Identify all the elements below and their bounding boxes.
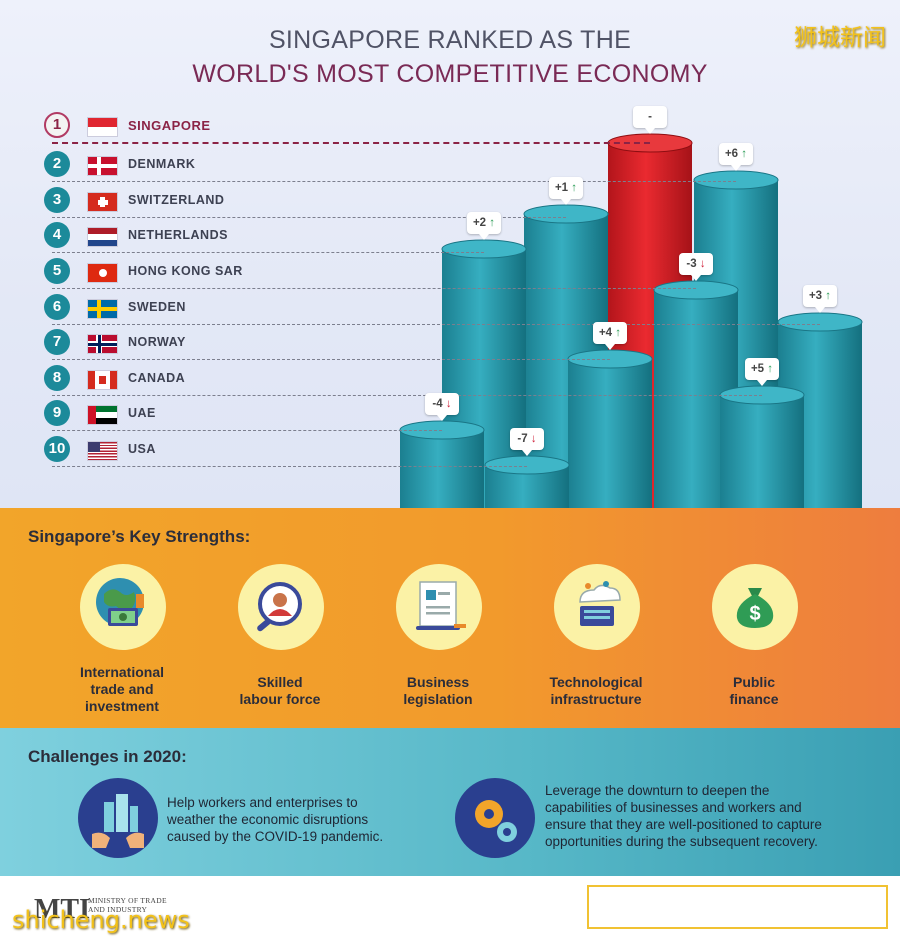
svg-text:$: $ bbox=[749, 603, 760, 625]
arrow-down-icon: ↓ bbox=[442, 398, 452, 410]
country-name: NETHERLANDS bbox=[128, 228, 228, 242]
leader-line bbox=[52, 288, 696, 289]
site-watermark: shicheng.news bbox=[12, 906, 190, 934]
pillar-rank-9 bbox=[399, 420, 485, 508]
pillar-rank-10 bbox=[484, 455, 570, 508]
country-name: USA bbox=[128, 442, 156, 456]
ranking-pillars bbox=[399, 133, 863, 508]
change-badge: -4 ↓ bbox=[425, 393, 459, 421]
arrow-up-icon: ↑ bbox=[612, 327, 622, 339]
strength-label: Skilled labour force bbox=[239, 674, 321, 707]
money-bag-icon: $ bbox=[712, 564, 798, 650]
rank-number: 10 bbox=[44, 436, 70, 462]
strength-label: Business legislation bbox=[403, 674, 473, 707]
change-badge: - bbox=[633, 106, 667, 134]
key-strengths-section: Singapore’s Key Strengths: International… bbox=[0, 508, 900, 728]
leader-line bbox=[52, 395, 762, 396]
rank-number: 1 bbox=[44, 112, 70, 138]
change-badge: -3 ↓ bbox=[679, 253, 713, 281]
cloud-server-icon bbox=[554, 564, 640, 650]
arrow-up-icon: ↑ bbox=[764, 363, 774, 375]
country-name: DENMARK bbox=[128, 157, 196, 171]
strength-label: Public finance bbox=[729, 674, 779, 707]
arrow-up-icon: ↑ bbox=[822, 290, 832, 302]
arrow-down-icon: ↓ bbox=[696, 258, 706, 270]
strength-label: Technological infrastructure bbox=[549, 674, 643, 707]
mti-logo: MTI bbox=[34, 894, 90, 925]
challenge-text: Help workers and enterprises to weather t… bbox=[167, 795, 384, 844]
leader-line bbox=[52, 359, 610, 360]
change-badge: +1 ↑ bbox=[549, 177, 583, 205]
rank-number: 9 bbox=[44, 400, 70, 426]
arrow-up-icon: ↑ bbox=[738, 148, 748, 160]
leader-line bbox=[52, 430, 442, 431]
rank-number: 3 bbox=[44, 187, 70, 213]
rank-number: 7 bbox=[44, 329, 70, 355]
highlight-box bbox=[587, 885, 888, 929]
rank-number: 2 bbox=[44, 151, 70, 177]
leader-line bbox=[52, 142, 650, 144]
footer: MTI MINISTRY OF TRADE AND INDUSTRY shiche… bbox=[0, 876, 900, 940]
flag-icon bbox=[87, 192, 118, 212]
change-badge: -7 ↓ bbox=[510, 428, 544, 456]
globe-trade-icon bbox=[80, 564, 166, 650]
rank-number: 4 bbox=[44, 222, 70, 248]
flag-icon bbox=[87, 117, 118, 137]
leader-line bbox=[52, 324, 820, 325]
worker-magnifier-icon bbox=[238, 564, 324, 650]
title-line-2: WORLD'S MOST COMPETITIVE ECONOMY bbox=[192, 60, 708, 88]
flag-icon bbox=[87, 334, 118, 354]
country-name: NORWAY bbox=[128, 335, 186, 349]
leader-line bbox=[52, 252, 484, 253]
title-line-1: SINGAPORE RANKED AS THE bbox=[268, 26, 632, 54]
leader-line bbox=[52, 466, 527, 467]
challenge-text: Leverage the downturn to deepen the capab… bbox=[545, 783, 822, 849]
flag-icon bbox=[87, 441, 118, 461]
document-pen-icon bbox=[396, 564, 482, 650]
flag-icon bbox=[87, 370, 118, 390]
change-badge: +6 ↑ bbox=[719, 143, 753, 171]
pillar-rank-7 bbox=[567, 349, 653, 508]
flag-icon bbox=[87, 227, 118, 247]
pillar-rank-8 bbox=[719, 385, 805, 508]
leader-line bbox=[52, 181, 736, 182]
change-badge: +3 ↑ bbox=[803, 285, 837, 313]
ranking-section: SINGAPORE RANKED AS THE WORLD'S MOST COM… bbox=[0, 0, 900, 508]
gears-icon bbox=[455, 778, 535, 858]
arrow-up-icon: ↑ bbox=[486, 217, 496, 229]
challenges-title: Challenges in 2020: bbox=[28, 747, 187, 766]
rank-number: 8 bbox=[44, 365, 70, 391]
strength-label: International trade and investment bbox=[79, 664, 164, 714]
country-name: SWEDEN bbox=[128, 300, 186, 314]
flag-icon bbox=[87, 299, 118, 319]
arrow-up-icon: ↑ bbox=[568, 182, 578, 194]
city-hands-icon bbox=[78, 778, 158, 858]
change-badge: +4 ↑ bbox=[593, 322, 627, 350]
country-name: SWITZERLAND bbox=[128, 193, 225, 207]
rank-number: 6 bbox=[44, 294, 70, 320]
arrow-down-icon: ↓ bbox=[527, 433, 537, 445]
change-badge: +5 ↑ bbox=[745, 358, 779, 386]
leader-line bbox=[52, 217, 566, 218]
brand-watermark-cn: 狮城新闻 bbox=[794, 25, 886, 51]
flag-icon bbox=[87, 156, 118, 176]
rank-number: 5 bbox=[44, 258, 70, 284]
country-name: HONG KONG SAR bbox=[128, 264, 243, 278]
challenges-section: Challenges in 2020: Help workers and ent… bbox=[0, 728, 900, 876]
country-name: SINGAPORE bbox=[128, 118, 211, 133]
change-badge: +2 ↑ bbox=[467, 212, 501, 240]
country-name: UAE bbox=[128, 406, 156, 420]
country-name: CANADA bbox=[128, 371, 186, 385]
flag-icon bbox=[87, 263, 118, 283]
flag-icon bbox=[87, 405, 118, 425]
mti-logo-subtitle: MINISTRY OF TRADE AND INDUSTRY bbox=[88, 896, 167, 914]
strengths-title: Singapore’s Key Strengths: bbox=[28, 527, 251, 546]
